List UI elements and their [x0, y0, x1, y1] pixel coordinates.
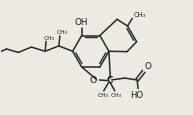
Text: C: C: [106, 76, 113, 85]
Text: OH: OH: [74, 18, 88, 27]
Text: CH₃: CH₃: [133, 12, 145, 18]
Text: CH₃: CH₃: [57, 30, 68, 35]
Text: O: O: [145, 62, 152, 71]
Text: O: O: [90, 76, 97, 85]
Text: CH₃: CH₃: [97, 93, 108, 98]
Text: CH₃: CH₃: [43, 36, 54, 41]
Text: CH₃: CH₃: [110, 93, 121, 98]
Text: HO: HO: [130, 91, 144, 100]
